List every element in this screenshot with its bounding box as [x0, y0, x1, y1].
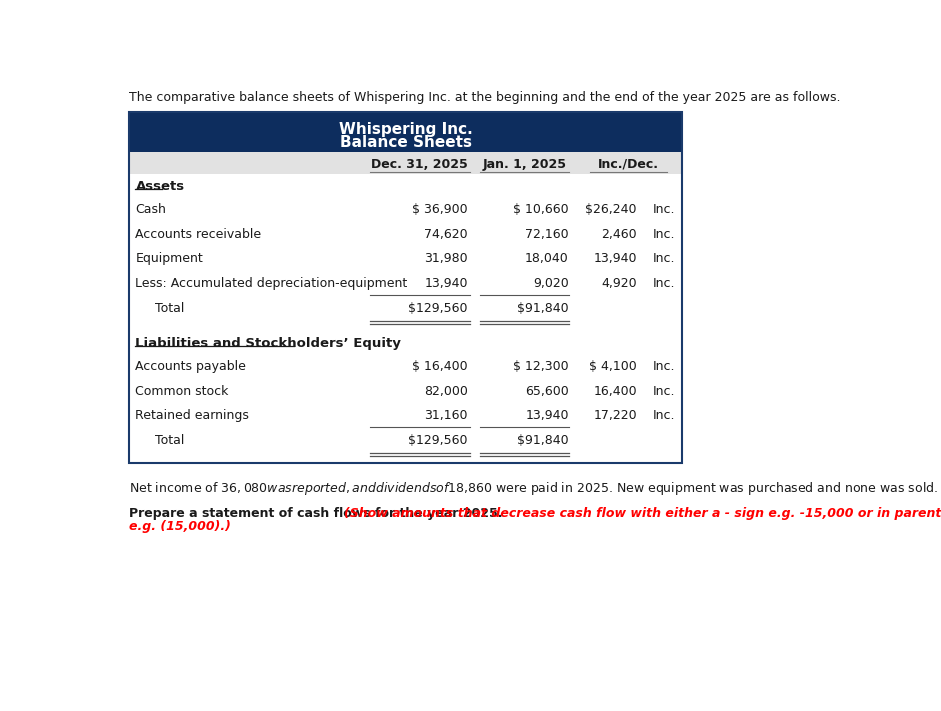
- Text: 72,160: 72,160: [525, 228, 568, 241]
- Text: $ 12,300: $ 12,300: [513, 360, 568, 373]
- Text: Inc.: Inc.: [653, 360, 676, 373]
- Text: $ 16,400: $ 16,400: [412, 360, 468, 373]
- Text: $26,240: $26,240: [585, 203, 637, 216]
- Text: Assets: Assets: [136, 180, 184, 193]
- Text: 17,220: 17,220: [593, 410, 637, 422]
- Text: Net income of $36,080 was reported, and dividends of $18,860 were paid in 2025. : Net income of $36,080 was reported, and …: [129, 481, 938, 497]
- Text: Inc.: Inc.: [653, 203, 676, 216]
- Text: $ 36,900: $ 36,900: [412, 203, 468, 216]
- Text: $129,560: $129,560: [408, 301, 468, 315]
- Text: Jan. 1, 2025: Jan. 1, 2025: [483, 158, 566, 171]
- Text: Total: Total: [155, 434, 184, 447]
- Text: $ 10,660: $ 10,660: [513, 203, 568, 216]
- Text: 4,920: 4,920: [601, 277, 637, 290]
- Text: Whispering Inc.: Whispering Inc.: [339, 122, 472, 137]
- Bar: [129, 112, 682, 152]
- Text: 74,620: 74,620: [424, 228, 468, 241]
- Text: Prepare a statement of cash flows for the year 2025.: Prepare a statement of cash flows for th…: [129, 507, 507, 520]
- Text: 82,000: 82,000: [424, 385, 468, 398]
- Text: 65,600: 65,600: [525, 385, 568, 398]
- Text: Inc.: Inc.: [653, 252, 676, 265]
- Text: 31,980: 31,980: [424, 252, 468, 265]
- Text: Inc.: Inc.: [653, 277, 676, 290]
- Text: Dec. 31, 2025: Dec. 31, 2025: [372, 158, 469, 171]
- Text: Equipment: Equipment: [136, 252, 203, 265]
- Text: $91,840: $91,840: [517, 301, 568, 315]
- Text: Less: Accumulated depreciation-equipment: Less: Accumulated depreciation-equipment: [136, 277, 407, 290]
- Text: Inc./Dec.: Inc./Dec.: [598, 158, 659, 171]
- Text: 18,040: 18,040: [525, 252, 568, 265]
- Text: Liabilities and Stockholders’ Equity: Liabilities and Stockholders’ Equity: [136, 337, 401, 350]
- Text: 31,160: 31,160: [424, 410, 468, 422]
- Text: 2,460: 2,460: [601, 228, 637, 241]
- Text: Inc.: Inc.: [653, 410, 676, 422]
- Text: Total: Total: [155, 301, 184, 315]
- Text: $ 4,100: $ 4,100: [589, 360, 637, 373]
- Text: e.g. (15,000).): e.g. (15,000).): [129, 520, 231, 533]
- Text: Inc.: Inc.: [653, 385, 676, 398]
- Text: 13,940: 13,940: [525, 410, 568, 422]
- Text: (Show amounts that decrease cash flow with either a - sign e.g. -15,000 or in pa: (Show amounts that decrease cash flow wi…: [343, 507, 941, 520]
- Text: Cash: Cash: [136, 203, 167, 216]
- Text: 13,940: 13,940: [594, 252, 637, 265]
- Text: $91,840: $91,840: [517, 434, 568, 447]
- Text: Retained earnings: Retained earnings: [136, 410, 249, 422]
- Text: 16,400: 16,400: [593, 385, 637, 398]
- Text: 9,020: 9,020: [533, 277, 568, 290]
- Bar: [129, 112, 682, 464]
- Text: 13,940: 13,940: [424, 277, 468, 290]
- Text: Common stock: Common stock: [136, 385, 229, 398]
- Text: $129,560: $129,560: [408, 434, 468, 447]
- Text: Balance Sheets: Balance Sheets: [340, 135, 471, 150]
- Text: Inc.: Inc.: [653, 228, 676, 241]
- Text: Accounts receivable: Accounts receivable: [136, 228, 262, 241]
- Text: Accounts payable: Accounts payable: [136, 360, 247, 373]
- Bar: [129, 152, 682, 174]
- Text: The comparative balance sheets of Whispering Inc. at the beginning and the end o: The comparative balance sheets of Whispe…: [129, 92, 840, 105]
